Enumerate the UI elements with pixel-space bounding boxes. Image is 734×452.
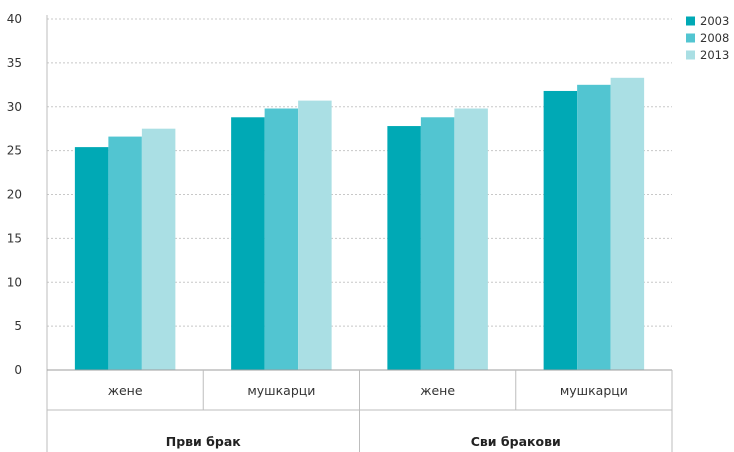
bar-2008-3 — [420, 117, 455, 370]
category-label: жене — [420, 383, 455, 398]
bar-2003-1 — [74, 147, 109, 370]
y-tick-label: 40 — [7, 12, 22, 26]
legend-label: 2008 — [700, 31, 729, 45]
x-category-labels: жене мушкарци жене мушкарци Први брак Сви бра… — [108, 383, 628, 449]
bar-2003-2 — [231, 117, 265, 370]
y-tick-label: 35 — [7, 56, 22, 70]
category-label: мушкарци — [560, 383, 628, 398]
group-label: Сви бракови — [471, 434, 561, 449]
legend-label: 2013 — [700, 48, 729, 62]
category-label: жене — [108, 383, 143, 398]
legend-swatch-2008 — [686, 33, 695, 43]
legend-label: 2003 — [700, 14, 729, 28]
legend-swatch-2013 — [686, 50, 695, 60]
group-label: Први брак — [166, 434, 242, 449]
bar-2008-2 — [264, 108, 299, 370]
category-label: мушкарци — [247, 383, 315, 398]
bar-2008-4 — [577, 84, 611, 370]
bar-2008-1 — [108, 136, 142, 370]
legend: 2003 2008 2013 — [686, 14, 729, 62]
legend-swatch-2003 — [686, 16, 695, 26]
y-tick-label: 10 — [7, 275, 22, 289]
bar-2013-4 — [610, 77, 645, 370]
bar-2003-4 — [543, 90, 578, 370]
y-tick-label: 15 — [7, 231, 22, 245]
y-tick-label: 5 — [14, 319, 22, 333]
bar-2013-3 — [454, 108, 488, 370]
y-tick-labels: 0 5 10 15 20 25 30 35 40 — [7, 12, 22, 377]
y-tick-label: 0 — [14, 363, 22, 377]
y-tick-label: 25 — [7, 144, 22, 158]
bar-2013-2 — [298, 100, 332, 371]
bars — [74, 77, 645, 371]
axes — [46, 15, 673, 452]
bar-2003-3 — [387, 126, 421, 371]
bar-2013-1 — [141, 128, 176, 370]
y-tick-label: 30 — [7, 100, 22, 114]
y-tick-label: 20 — [7, 188, 22, 202]
